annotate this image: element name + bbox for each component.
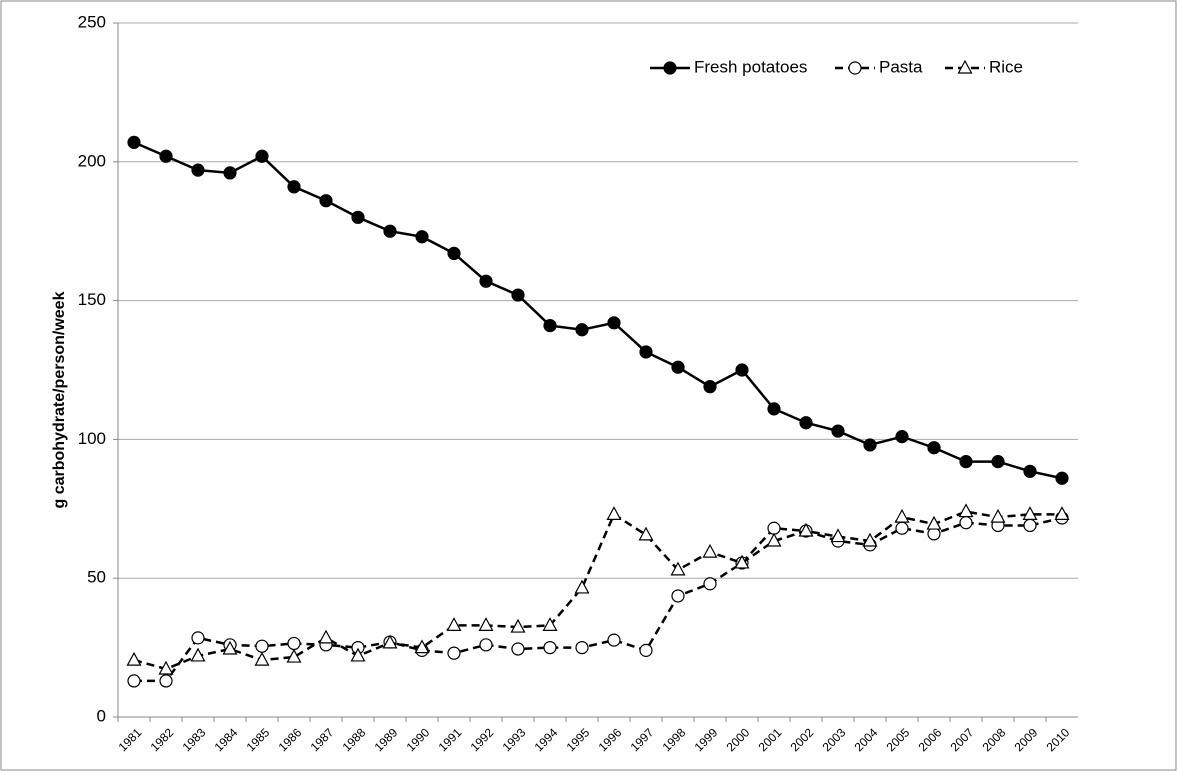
y-axis-label: g carbohydrate/person/week — [51, 291, 68, 508]
data-point — [702, 543, 718, 558]
legend-marker — [663, 61, 677, 75]
data-point — [991, 455, 1005, 469]
data-point — [767, 402, 781, 416]
data-point — [575, 323, 589, 337]
data-point — [575, 640, 589, 655]
legend-marker — [848, 61, 862, 75]
data-point — [894, 508, 910, 523]
data-point — [607, 633, 621, 647]
data-point — [191, 631, 205, 645]
data-point — [350, 647, 366, 662]
data-point — [735, 363, 749, 377]
data-point — [574, 579, 590, 594]
data-point — [286, 648, 302, 663]
data-point — [351, 210, 365, 224]
data-point — [127, 135, 141, 149]
data-point — [255, 149, 269, 163]
data-point — [766, 532, 782, 547]
data-point — [895, 521, 909, 535]
data-point — [1023, 464, 1037, 478]
data-point — [222, 640, 238, 655]
legend-label: Rice — [989, 57, 1023, 76]
data-point — [990, 508, 1006, 523]
data-point — [414, 639, 430, 654]
data-point — [767, 521, 781, 535]
y-tick-label: 0 — [97, 706, 106, 725]
y-tick-label: 200 — [78, 151, 106, 170]
data-point — [1022, 506, 1038, 520]
data-point — [287, 180, 301, 194]
data-point — [511, 288, 525, 302]
data-point — [127, 674, 141, 688]
data-point — [639, 643, 653, 657]
data-point — [639, 345, 653, 359]
y-tick-label: 250 — [78, 12, 106, 31]
data-point — [863, 438, 877, 452]
data-point — [159, 674, 173, 688]
data-point — [542, 617, 558, 631]
data-point — [191, 163, 205, 177]
legend-marker — [957, 59, 973, 74]
y-tick-label: 100 — [78, 429, 106, 448]
data-point — [958, 503, 974, 518]
data-point — [703, 577, 717, 591]
data-point — [638, 526, 654, 541]
data-point — [831, 424, 845, 438]
data-point — [479, 638, 493, 652]
data-point — [543, 640, 557, 655]
data-point — [927, 441, 941, 455]
data-point — [318, 629, 334, 644]
data-point — [126, 651, 142, 666]
data-point — [703, 380, 717, 394]
data-point — [447, 646, 461, 660]
data-point — [671, 589, 685, 603]
data-point — [1054, 506, 1070, 520]
data-point — [287, 636, 301, 651]
data-point — [1023, 518, 1037, 533]
data-point — [383, 224, 397, 238]
y-tick-label: 50 — [87, 568, 106, 587]
data-point — [447, 246, 461, 261]
data-point — [543, 318, 557, 333]
data-point — [734, 554, 750, 569]
data-point — [670, 561, 686, 576]
data-point — [671, 360, 685, 374]
data-point — [479, 274, 493, 288]
y-tick-label: 150 — [78, 290, 106, 309]
data-point — [382, 634, 398, 649]
data-point — [959, 455, 973, 469]
data-point — [862, 532, 878, 547]
data-point — [799, 416, 813, 430]
data-point — [511, 642, 525, 656]
data-point — [223, 166, 237, 180]
series-line — [133, 510, 1062, 671]
data-point — [478, 617, 494, 631]
legend-label: Fresh potatoes — [694, 57, 807, 76]
data-point — [510, 618, 526, 633]
data-point — [415, 230, 429, 244]
data-point — [319, 194, 333, 208]
data-point — [255, 639, 269, 653]
data-point — [798, 522, 814, 537]
data-point — [158, 660, 174, 675]
data-point — [607, 316, 621, 330]
data-point — [895, 430, 909, 444]
data-point — [959, 516, 973, 530]
data-point — [446, 617, 462, 631]
legend-label: Pasta — [879, 57, 923, 76]
data-point — [1055, 471, 1069, 485]
data-point — [159, 149, 173, 163]
data-point — [606, 506, 622, 520]
data-point — [190, 647, 206, 662]
data-point — [830, 528, 846, 543]
data-point — [926, 515, 942, 530]
data-point — [254, 651, 270, 666]
